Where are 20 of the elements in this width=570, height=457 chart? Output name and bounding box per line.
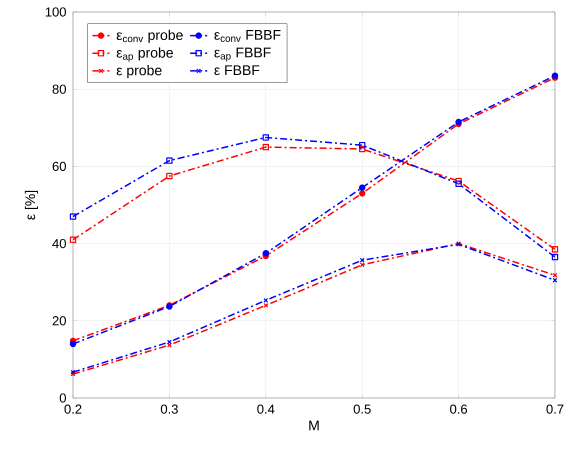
y-tick-label: 0 — [60, 393, 66, 403]
y-tick-label: 100 — [46, 7, 66, 17]
y-tick-label: 20 — [52, 316, 66, 326]
x-axis-title: M — [309, 420, 319, 430]
legend-label: ε$_{ap}$ FBBF — [214, 48, 271, 62]
x-tick-label: 0.4 — [257, 404, 274, 414]
y-tick-label: 60 — [52, 162, 66, 171]
legend-label: ε$_{ap}$ probe — [116, 47, 173, 62]
legend-label: ε FBBF — [214, 65, 260, 76]
y-tick-label: 80 — [52, 84, 66, 94]
x-tick-label: 0.5 — [354, 404, 371, 414]
x-tick-label: 0.7 — [546, 404, 564, 414]
y-tick-label: 40 — [52, 238, 66, 248]
legend-label: ε$_{conv}$ FBBF — [214, 30, 280, 42]
x-tick-label: 0.3 — [160, 404, 178, 414]
x-tick-label: 0.2 — [64, 404, 82, 414]
x-tick-label: 0.6 — [450, 404, 468, 414]
legend-label: ε$_{conv}$ probe — [116, 30, 183, 43]
legend-label: ε probe — [116, 65, 162, 78]
y-axis-title: ε [%] — [24, 190, 38, 220]
